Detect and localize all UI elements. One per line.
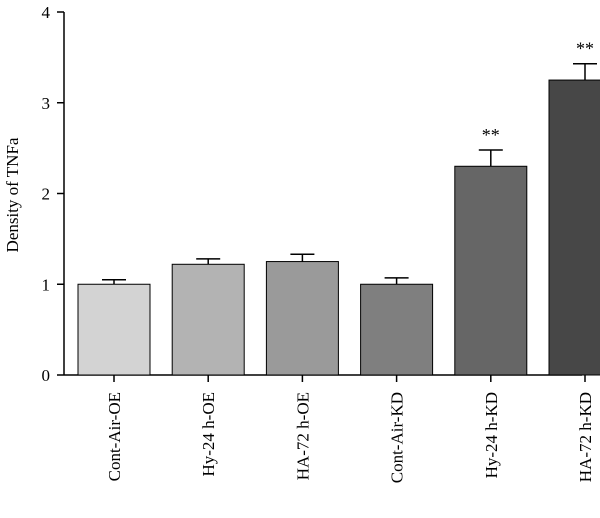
y-axis-label: Density of TNFa — [3, 137, 22, 252]
significance-marks: ** ** — [482, 39, 594, 145]
bar-hy-24-h-oe — [171, 263, 245, 376]
y-tick-label: 2 — [42, 185, 51, 204]
bars — [77, 79, 600, 376]
x-ticks: Cont-Air-OE Hy-24 h-OE HA-72 h-OE Cont-Air-… — [105, 375, 595, 483]
bar-cont-air-kd — [360, 283, 434, 376]
bar-ha-72-h-oe — [265, 261, 339, 376]
bar-hy-24-h-kd — [454, 165, 528, 376]
x-tick-label: Cont-Air-OE — [105, 392, 124, 481]
significance-label: ** — [482, 125, 500, 145]
y-tick-label: 0 — [42, 366, 51, 385]
y-tick-label: 3 — [42, 94, 51, 113]
x-tick-label: HA-72 h-OE — [293, 392, 312, 480]
significance-label: ** — [576, 39, 594, 59]
x-tick-label: Hy-24 h-OE — [199, 392, 218, 477]
x-tick-label: Cont-Air-KD — [388, 392, 407, 483]
bar-ha-72-h-kd — [548, 79, 600, 376]
y-ticks: 0 1 2 3 4 — [42, 3, 64, 385]
x-tick-label: Hy-24 h-KD — [482, 392, 501, 478]
bar-cont-air-oe — [77, 283, 151, 376]
y-tick-label: 1 — [42, 275, 51, 294]
error-bars — [102, 62, 597, 285]
x-tick-label: HA-72 h-KD — [576, 392, 595, 482]
y-tick-label: 4 — [42, 3, 51, 22]
